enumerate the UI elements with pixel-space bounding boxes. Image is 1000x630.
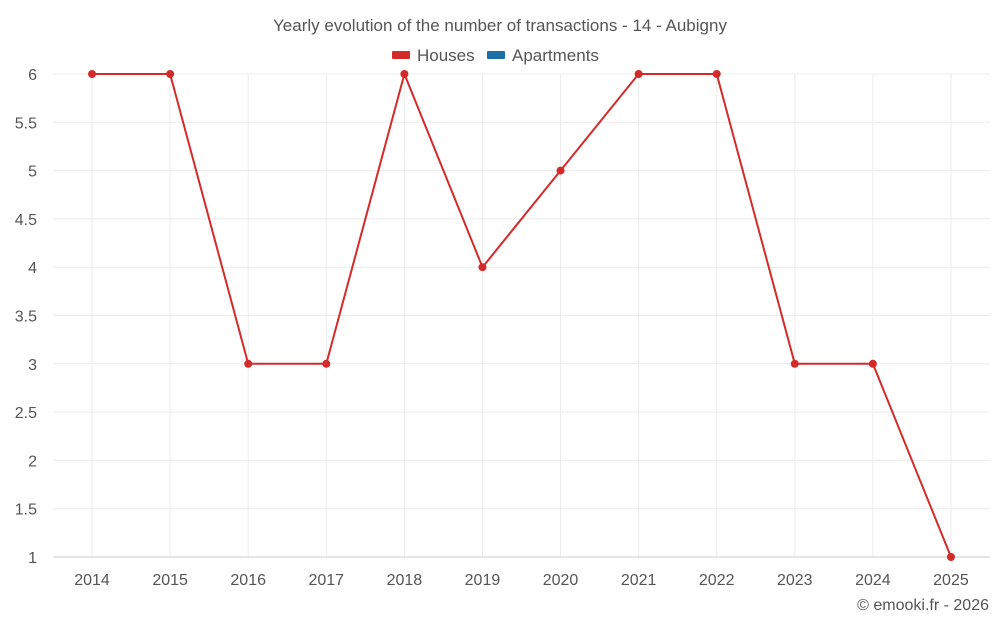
legend-item-houses[interactable]: Houses (392, 46, 475, 65)
data-point[interactable] (166, 70, 175, 78)
chart-title: Yearly evolution of the number of transa… (273, 16, 727, 35)
data-point[interactable] (868, 359, 877, 368)
x-tick-label: 2025 (933, 572, 969, 589)
legend-swatch-apartments (487, 51, 505, 59)
y-tick-label: 1.5 (15, 502, 37, 519)
x-tick-label: 2018 (387, 572, 423, 589)
y-tick-label: 1 (28, 550, 37, 567)
data-point[interactable] (790, 359, 799, 368)
data-point[interactable] (946, 553, 955, 561)
data-point[interactable] (322, 359, 331, 368)
legend-label-apartments: Apartments (512, 46, 599, 65)
x-tick-label: 2016 (230, 572, 266, 589)
series (88, 70, 955, 561)
data-point[interactable] (634, 70, 643, 78)
x-tick-label: 2022 (699, 572, 735, 589)
data-point[interactable] (400, 70, 409, 78)
y-tick-label: 6 (28, 67, 37, 84)
y-tick-label: 5.5 (15, 115, 37, 132)
credit-text: © emooki.fr - 2026 (857, 597, 989, 614)
y-tick-label: 3 (28, 357, 37, 374)
x-tick-label: 2024 (855, 572, 891, 589)
y-tick-label: 2.5 (15, 405, 37, 422)
series-line-houses (92, 73, 952, 558)
x-tick-label: 2020 (543, 572, 579, 589)
y-tick-label: 2 (28, 453, 37, 470)
x-tick-label: 2015 (152, 572, 188, 589)
x-tick-label: 2017 (308, 572, 344, 589)
data-point[interactable] (556, 166, 565, 175)
y-axis-ticks: 1 1.5 2 2.5 3 3.5 4 4.5 5 5.5 6 (15, 67, 37, 567)
x-tick-label: 2021 (621, 572, 657, 589)
y-tick-label: 4.5 (15, 212, 37, 229)
legend-swatch-houses (392, 51, 410, 59)
x-tick-label: 2014 (74, 572, 110, 589)
data-point[interactable] (244, 359, 253, 368)
data-point[interactable] (88, 70, 97, 78)
legend: Houses Apartments (392, 46, 599, 65)
y-tick-label: 3.5 (15, 309, 37, 326)
legend-label-houses: Houses (417, 46, 475, 65)
y-tick-label: 4 (28, 260, 37, 277)
x-axis-ticks: 2014 2015 2016 2017 2018 2019 2020 2021 2022 2023… (74, 572, 969, 589)
data-point[interactable] (712, 70, 721, 78)
x-tick-label: 2019 (465, 572, 501, 589)
x-tick-label: 2023 (777, 572, 813, 589)
grid (53, 73, 990, 557)
data-point[interactable] (478, 263, 487, 272)
y-tick-label: 5 (28, 164, 37, 181)
series-houses (88, 70, 955, 561)
legend-item-apartments[interactable]: Apartments (487, 46, 599, 65)
